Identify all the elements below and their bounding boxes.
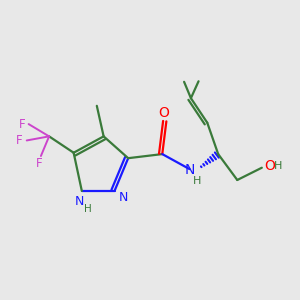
Text: N: N <box>118 191 128 204</box>
Text: O: O <box>159 106 170 120</box>
Text: N: N <box>75 195 84 208</box>
Text: H: H <box>274 161 282 171</box>
Text: H: H <box>192 176 201 186</box>
Text: N: N <box>185 164 195 178</box>
Text: F: F <box>36 157 43 170</box>
Text: H: H <box>84 204 92 214</box>
Text: F: F <box>16 134 22 147</box>
Text: O: O <box>264 159 275 173</box>
Text: F: F <box>19 118 25 130</box>
